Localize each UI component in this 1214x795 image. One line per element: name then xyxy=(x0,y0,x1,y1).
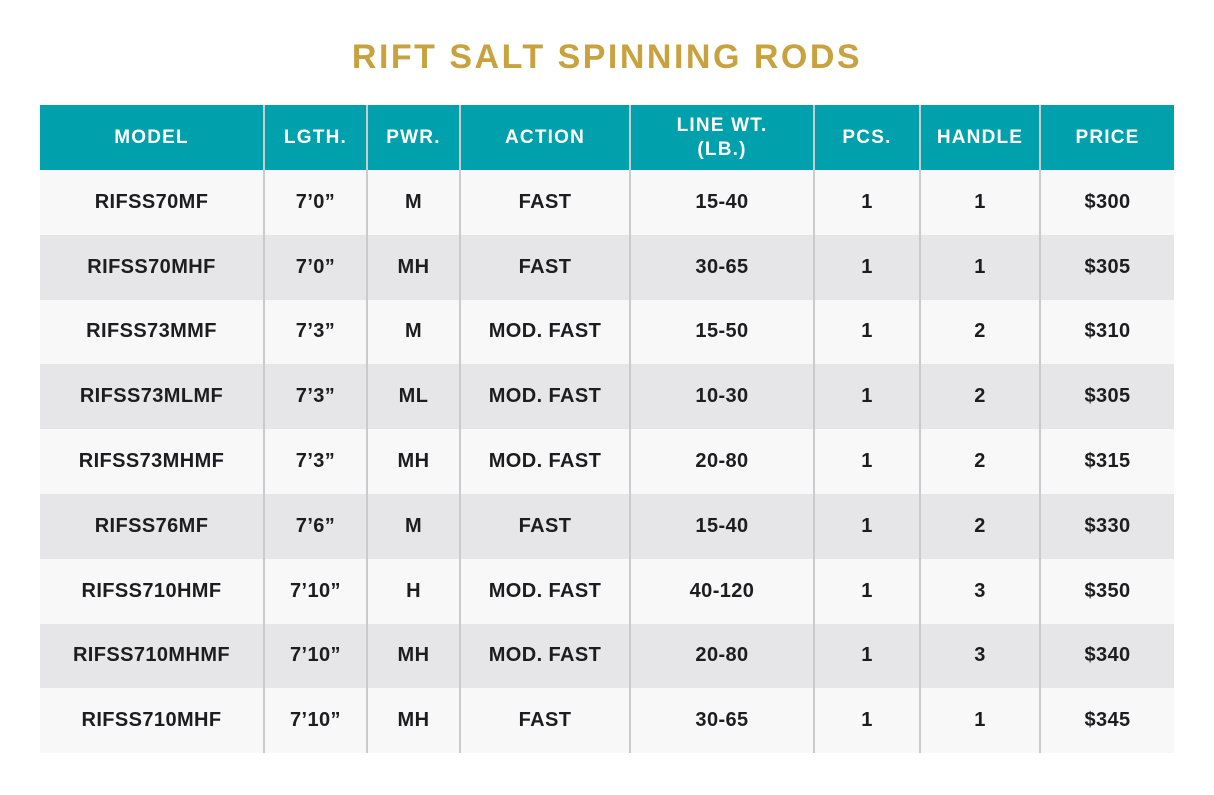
cell-length: 7’10” xyxy=(263,688,367,754)
cell-model: RIFSS76MF xyxy=(40,493,264,559)
cell-price: $345 xyxy=(1039,688,1174,754)
table-row: RIFSS710HMF 7’10” H MOD. FAST 40-120 1 3 $350 xyxy=(40,558,1174,624)
cell-power: MH xyxy=(366,688,460,754)
column-header-price: PRICE xyxy=(1039,105,1174,170)
cell-pcs: 1 xyxy=(813,558,920,624)
column-header-pcs: PCS. xyxy=(813,105,920,170)
cell-power: ML xyxy=(366,364,460,430)
cell-line_wt: 20-80 xyxy=(629,429,814,494)
cell-line_wt: 15-40 xyxy=(629,493,814,559)
column-header-action: ACTION xyxy=(459,105,630,170)
cell-price: $305 xyxy=(1039,234,1174,300)
cell-action: MOD. FAST xyxy=(459,623,630,689)
cell-price: $305 xyxy=(1039,364,1174,430)
column-header-power: PWR. xyxy=(366,105,460,170)
cell-price: $310 xyxy=(1039,299,1174,365)
cell-line_wt: 15-50 xyxy=(629,299,814,365)
cell-pcs: 1 xyxy=(813,429,920,494)
table-row: RIFSS70MF 7’0” M FAST 15-40 1 1 $300 xyxy=(40,170,1174,235)
cell-price: $350 xyxy=(1039,558,1174,624)
table-row: RIFSS70MHF 7’0” MH FAST 30-65 1 1 $305 xyxy=(40,234,1174,300)
cell-action: MOD. FAST xyxy=(459,364,630,430)
cell-model: RIFSS710MHF xyxy=(40,688,264,754)
page-title: RIFT SALT SPINNING RODS xyxy=(351,38,863,76)
cell-power: H xyxy=(366,558,460,624)
cell-handle: 2 xyxy=(919,364,1040,430)
cell-line_wt: 10-30 xyxy=(629,364,814,430)
cell-pcs: 1 xyxy=(813,364,920,430)
cell-length: 7’6” xyxy=(263,493,367,559)
cell-handle: 2 xyxy=(919,493,1040,559)
cell-model: RIFSS70MF xyxy=(40,170,264,235)
cell-model: RIFSS73MMF xyxy=(40,299,264,365)
cell-pcs: 1 xyxy=(813,170,920,235)
cell-action: MOD. FAST xyxy=(459,299,630,365)
cell-power: M xyxy=(366,493,460,559)
cell-length: 7’0” xyxy=(263,170,367,235)
cell-model: RIFSS70MHF xyxy=(40,234,264,300)
cell-handle: 1 xyxy=(919,170,1040,235)
cell-model: RIFSS73MHMF xyxy=(40,429,264,494)
cell-length: 7’0” xyxy=(263,234,367,300)
cell-handle: 1 xyxy=(919,234,1040,300)
cell-power: MH xyxy=(366,234,460,300)
cell-handle: 3 xyxy=(919,623,1040,689)
cell-action: FAST xyxy=(459,170,630,235)
cell-length: 7’3” xyxy=(263,364,367,430)
table-body: RIFSS70MF 7’0” M FAST 15-40 1 1 $300 RIFSS70MHF 7… xyxy=(40,170,1174,754)
cell-price: $315 xyxy=(1039,429,1174,494)
cell-power: MH xyxy=(366,623,460,689)
cell-pcs: 1 xyxy=(813,299,920,365)
cell-power: M xyxy=(366,170,460,235)
table-row: RIFSS73MHMF 7’3” MH MOD. FAST 20-80 1 2 $315 xyxy=(40,429,1174,494)
cell-length: 7’10” xyxy=(263,558,367,624)
cell-handle: 3 xyxy=(919,558,1040,624)
cell-handle: 2 xyxy=(919,299,1040,365)
table-row: RIFSS73MLMF 7’3” ML MOD. FAST 10-30 1 2 $305 xyxy=(40,364,1174,430)
cell-action: MOD. FAST xyxy=(459,429,630,494)
column-header-handle: HANDLE xyxy=(919,105,1040,170)
cell-model: RIFSS710MHMF xyxy=(40,623,264,689)
table-row: RIFSS76MF 7’6” M FAST 15-40 1 2 $330 xyxy=(40,493,1174,559)
cell-line_wt: 15-40 xyxy=(629,170,814,235)
cell-pcs: 1 xyxy=(813,234,920,300)
cell-power: M xyxy=(366,299,460,365)
cell-pcs: 1 xyxy=(813,493,920,559)
cell-price: $300 xyxy=(1039,170,1174,235)
cell-length: 7’3” xyxy=(263,299,367,365)
cell-line_wt: 30-65 xyxy=(629,234,814,300)
cell-length: 7’10” xyxy=(263,623,367,689)
cell-model: RIFSS73MLMF xyxy=(40,364,264,430)
cell-price: $330 xyxy=(1039,493,1174,559)
cell-pcs: 1 xyxy=(813,623,920,689)
cell-action: MOD. FAST xyxy=(459,558,630,624)
cell-handle: 1 xyxy=(919,688,1040,754)
cell-action: FAST xyxy=(459,688,630,754)
table-row: RIFSS710MHF 7’10” MH FAST 30-65 1 1 $345 xyxy=(40,688,1174,754)
cell-length: 7’3” xyxy=(263,429,367,494)
table-row: RIFSS710MHMF 7’10” MH MOD. FAST 20-80 1 3 $340 xyxy=(40,623,1174,689)
cell-action: FAST xyxy=(459,493,630,559)
table-row: RIFSS73MMF 7’3” M MOD. FAST 15-50 1 2 $310 xyxy=(40,299,1174,365)
cell-line_wt: 40-120 xyxy=(629,558,814,624)
table-header-row: MODEL LGTH. PWR. ACTION LINE WT. (LB.) P… xyxy=(40,105,1174,170)
rods-spec-table: MODEL LGTH. PWR. ACTION LINE WT. (LB.) P… xyxy=(40,105,1174,754)
cell-pcs: 1 xyxy=(813,688,920,754)
cell-line_wt: 30-65 xyxy=(629,688,814,754)
column-header-line-wt: LINE WT. (LB.) xyxy=(629,105,814,170)
column-header-length: LGTH. xyxy=(263,105,367,170)
cell-power: MH xyxy=(366,429,460,494)
cell-price: $340 xyxy=(1039,623,1174,689)
cell-handle: 2 xyxy=(919,429,1040,494)
cell-action: FAST xyxy=(459,234,630,300)
cell-model: RIFSS710HMF xyxy=(40,558,264,624)
column-header-model: MODEL xyxy=(40,105,264,170)
cell-line_wt: 20-80 xyxy=(629,623,814,689)
